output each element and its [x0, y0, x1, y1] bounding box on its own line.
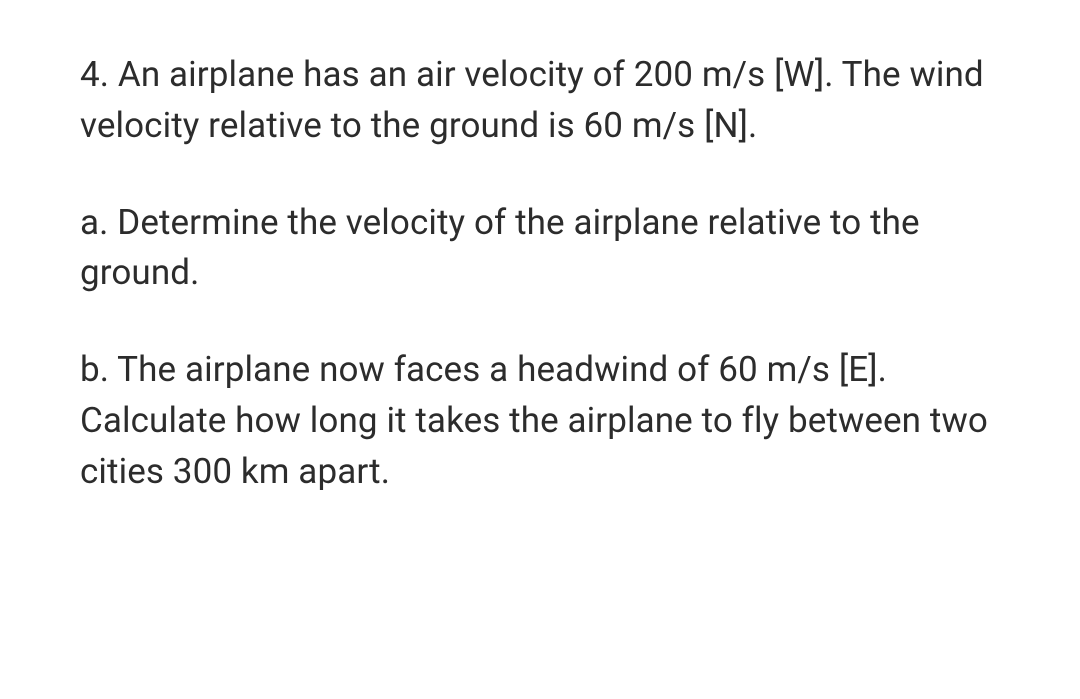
problem-stem: 4. An airplane has an air velocity of 20… [80, 50, 1012, 152]
problem-part-a: a. Determine the velocity of the airplan… [80, 198, 1012, 300]
problem-number: 4. [80, 54, 109, 95]
problem-stem-text: An airplane has an air velocity of 200 m… [80, 54, 984, 146]
problem-part-b: b. The airplane now faces a headwind of … [80, 345, 1012, 497]
